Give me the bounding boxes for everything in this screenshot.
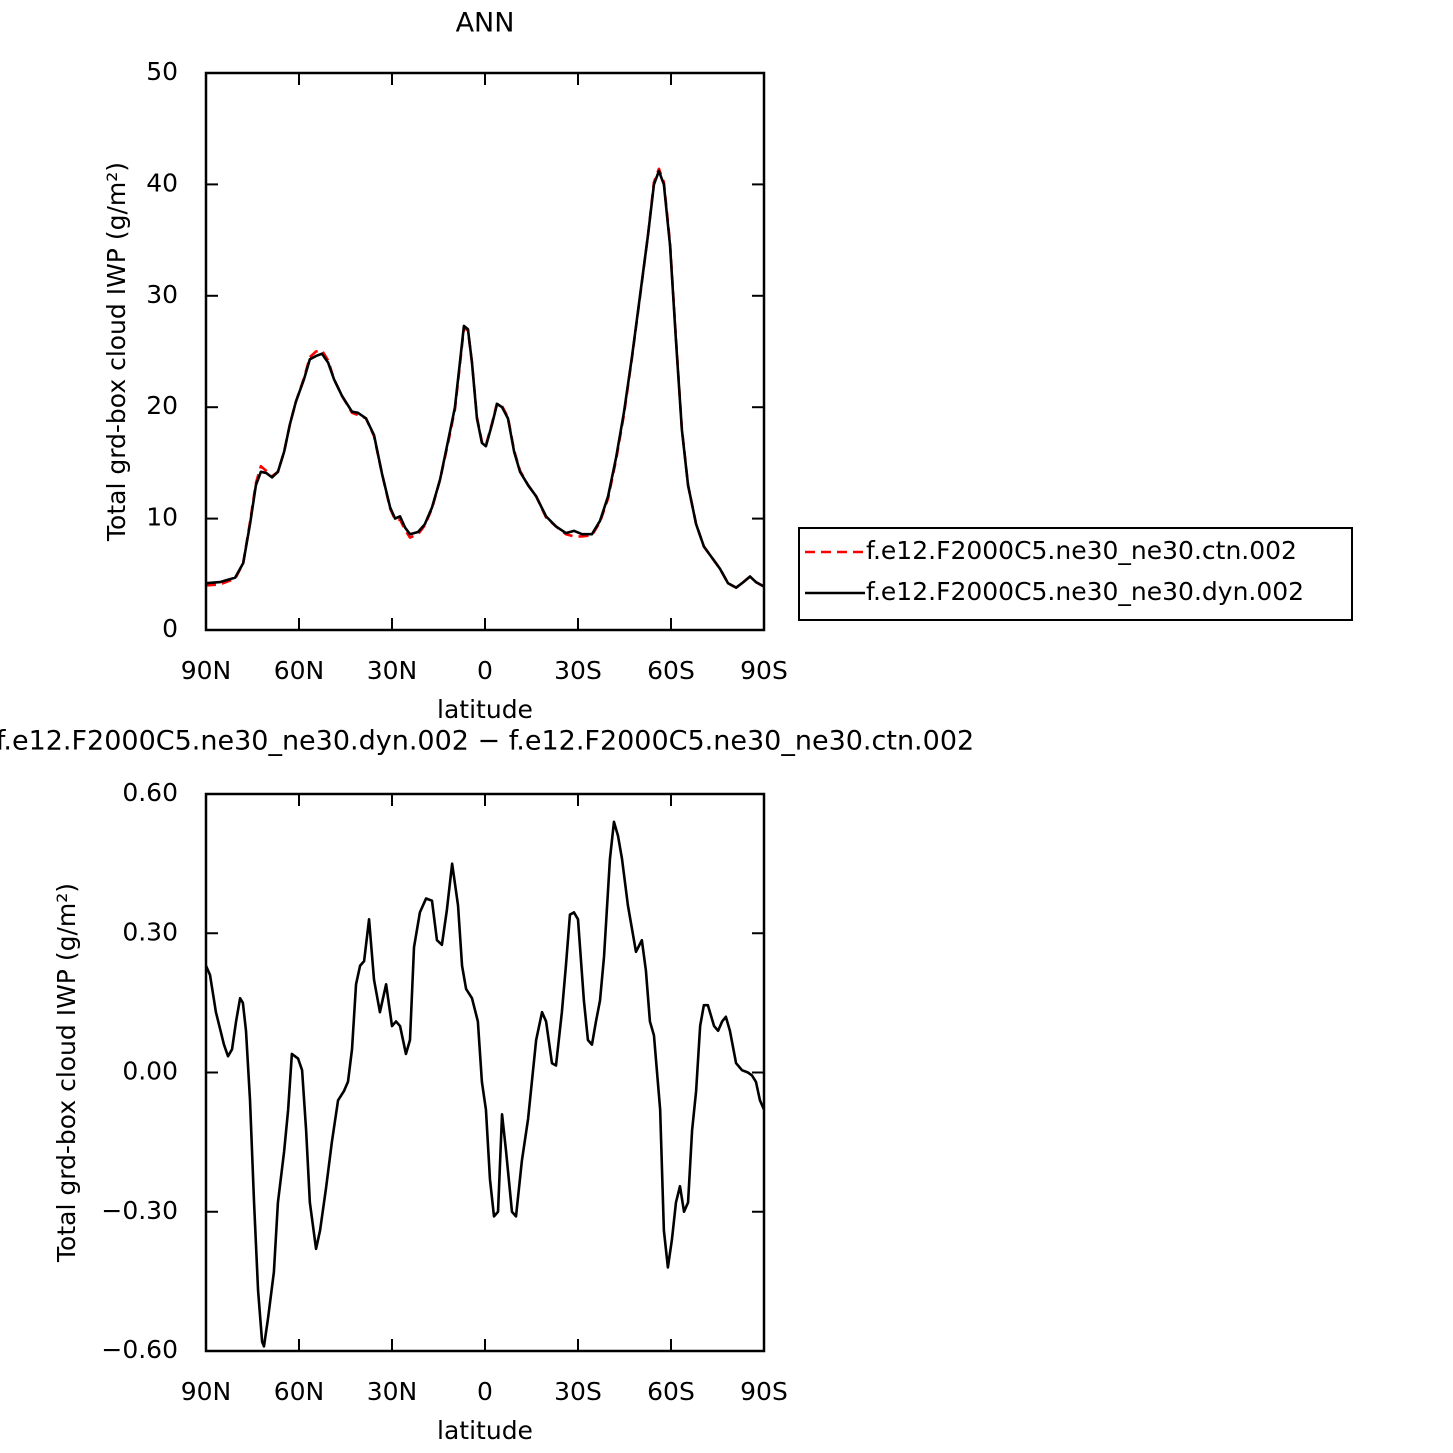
x-axis-label: latitude <box>437 695 533 724</box>
y-tick-label: 10 <box>146 503 178 532</box>
y-tick-label: 30 <box>146 280 178 309</box>
y-tick-label: 0 <box>162 614 178 643</box>
data-line <box>205 169 765 589</box>
y-tick-label: 0.30 <box>122 917 178 946</box>
x-tick-label: 60N <box>274 656 325 685</box>
x-tick-label: 0 <box>477 1377 493 1406</box>
y-tick-label: 0.00 <box>122 1057 178 1086</box>
x-tick-label: 90S <box>740 656 788 685</box>
chart-title: ANN <box>456 8 515 39</box>
x-tick-label: 90N <box>181 1377 232 1406</box>
chart-title: f.e12.F2000C5.ne30_ne30.dyn.002 − f.e12.… <box>0 726 974 757</box>
legend-box <box>798 527 1353 621</box>
x-tick-label: 60S <box>647 1377 695 1406</box>
y-tick-label: 40 <box>146 168 178 197</box>
y-axis-label: Total grd-box cloud IWP (g/m²) <box>52 883 81 1263</box>
x-tick-label: 90N <box>181 656 232 685</box>
legend-label: f.e12.F2000C5.ne30_ne30.dyn.002 <box>866 577 1304 606</box>
y-axis-label: Total grd-box cloud IWP (g/m²) <box>102 162 131 542</box>
y-tick-label: 0.60 <box>122 778 178 807</box>
y-tick-label: 50 <box>146 57 178 86</box>
x-tick-label: 60N <box>274 1377 325 1406</box>
x-tick-label: 0 <box>477 656 493 685</box>
x-tick-label: 30N <box>367 1377 418 1406</box>
data-line <box>205 167 765 589</box>
data-line <box>204 820 766 1348</box>
x-tick-label: 30S <box>554 656 602 685</box>
plot-frame <box>204 71 766 632</box>
x-tick-label: 90S <box>740 1377 788 1406</box>
x-tick-label: 30S <box>554 1377 602 1406</box>
y-tick-label: 20 <box>146 391 178 420</box>
y-tick-label: −0.30 <box>101 1196 178 1225</box>
x-tick-label: 60S <box>647 656 695 685</box>
x-axis-label: latitude <box>437 1416 533 1445</box>
x-tick-label: 30N <box>367 656 418 685</box>
y-tick-label: −0.60 <box>101 1335 178 1364</box>
legend-label: f.e12.F2000C5.ne30_ne30.ctn.002 <box>866 536 1297 565</box>
plot-frame <box>204 792 766 1353</box>
